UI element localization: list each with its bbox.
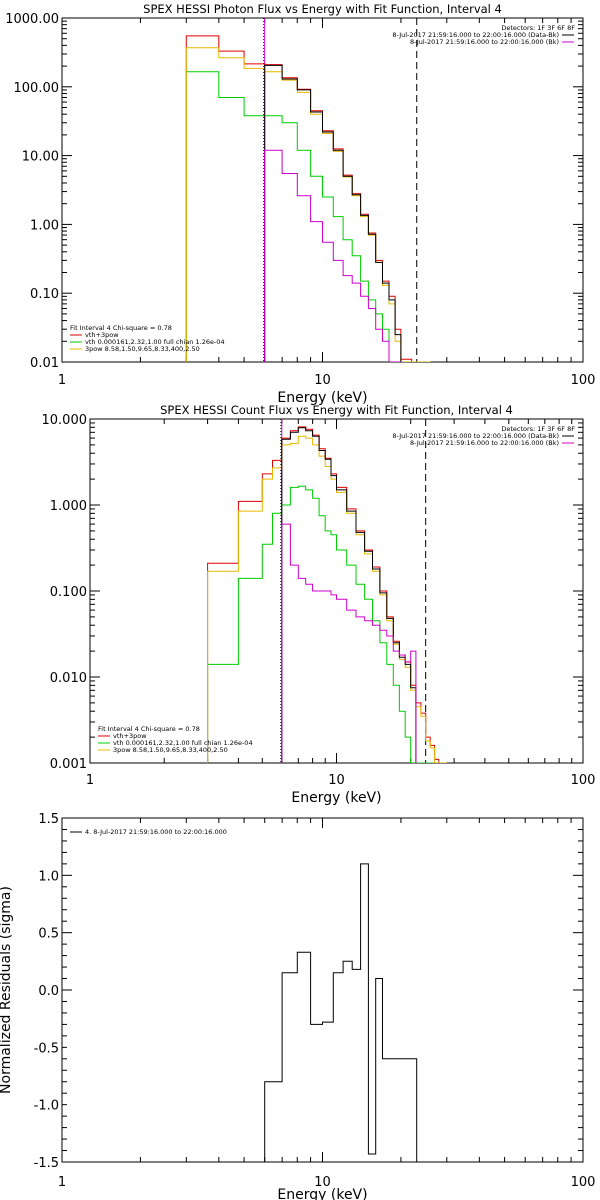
right-legend-entry: 8-Jul-2017 21:59:16.000 to 22:00:16.000 … [410, 439, 559, 447]
y-tick-label: -1.0 [34, 1099, 59, 1114]
x-tick-label: 100 [571, 1175, 596, 1190]
y-tick-label: 0.010 [50, 671, 87, 686]
y-tick-label: 10.00 [22, 150, 59, 165]
fit-legend-entry: 3pow 8.58,1.50,9.65,8.33,400,2.50 [113, 746, 228, 754]
fit-legend-entry: 3pow 8.58,1.50,9.65,8.33,400,2.50 [85, 345, 200, 353]
series-3pow-line [207, 435, 447, 763]
detectors-label: Detectors: 1F 3F 6F 8F [501, 24, 575, 32]
fit-legend-entry: vth+3pow [85, 331, 119, 339]
x-tick-label: 10 [314, 1175, 331, 1190]
x-tick-label: 10 [328, 773, 345, 788]
y-axis-label: Normalized Residuals (sigma) [0, 886, 14, 1094]
y-tick-label: 1.0 [38, 869, 59, 884]
y-tick-label: 1.000 [50, 499, 87, 514]
series-data-bk-line [264, 64, 402, 362]
fit-legend-entry: vth+3pow [113, 732, 147, 740]
x-axis-label: Energy (keV) [291, 790, 381, 806]
chart-title: SPEX HESSI Count Flux vs Energy with Fit… [160, 403, 513, 417]
right-legend-entry: 8-Jul-2017 21:59:16.000 to 22:00:16.000 … [392, 31, 559, 39]
chart-title: SPEX HESSI Photon Flux vs Energy with Fi… [143, 2, 502, 16]
right-legend-entry: 8-Jul-2017 21:59:16.000 to 22:00:16.000 … [392, 432, 559, 440]
y-tick-label: 0.01 [30, 356, 59, 371]
y-tick-label: 0.10 [30, 287, 59, 302]
series-4-8-jul-2017-21-59-16-000-to-22-00-16-000-line [264, 863, 418, 1162]
y-tick-label: 0.001 [50, 757, 87, 772]
series-vth-line [207, 485, 447, 763]
y-tick-label: 1000.00 [5, 12, 59, 27]
series-data-bk-line [281, 427, 417, 763]
fit-legend-entry: vth 0.000161,2.32,1.00 full chian 1.26e-… [113, 739, 253, 747]
x-tick-label: 1 [58, 373, 66, 388]
x-tick-label: 1 [58, 1175, 66, 1190]
y-tick-label: 0.0 [38, 984, 59, 999]
series-vth-line [185, 71, 431, 362]
fit-legend-header: Fit Interval 4 Chi-square = 0.78 [70, 324, 172, 332]
y-tick-label: 1.00 [30, 218, 59, 233]
x-axis-label: Energy (keV) [277, 1187, 367, 1200]
right-legend-entry: 8-Jul-2017 21:59:16.000 to 22:00:16.000 … [410, 38, 559, 46]
y-tick-label: -1.5 [34, 1156, 59, 1171]
plot-frame [61, 817, 584, 1163]
y-tick-label: 10.000 [42, 413, 88, 428]
x-tick-label: 10 [314, 373, 331, 388]
plot-frame [89, 418, 584, 764]
detectors-label: Detectors: 1F 3F 6F 8F [501, 425, 575, 433]
count-flux-panel: SPEX HESSI Count Flux vs Energy with Fit… [42, 403, 596, 806]
x-tick-label: 100 [571, 773, 596, 788]
y-tick-label: 0.5 [38, 927, 59, 942]
y-tick-label: -0.5 [34, 1041, 59, 1056]
y-tick-label: 1.5 [38, 812, 59, 827]
fit-legend-entry: vth 0.000161,2.32,1.00 full chian 1.26e-… [85, 338, 225, 346]
fit-legend-entry: 4. 8-Jul-2017 21:59:16.000 to 22:00:16.0… [85, 828, 227, 836]
x-axis-label: Energy (keV) [277, 390, 367, 406]
x-tick-label: 1 [86, 773, 94, 788]
series-bk-line [281, 523, 417, 763]
y-tick-label: 0.100 [50, 585, 87, 600]
residuals-panel: 1 10 100 Energy (keV) -1.5 -1.0 -0.5 0.0 0.5 1.0 1… [0, 812, 595, 1200]
series-vth-3pow-line [207, 426, 447, 763]
series-bk-line [264, 149, 401, 362]
y-tick-label: 100.00 [14, 81, 60, 96]
fit-legend-header: Fit Interval 4 Chi-square = 0.78 [98, 725, 200, 733]
series-vth-3pow-line [185, 35, 431, 362]
x-tick-label: 100 [571, 373, 596, 388]
series-3pow-line [185, 47, 431, 362]
photon-flux-panel: SPEX HESSI Photon Flux vs Energy with Fi… [5, 2, 595, 406]
